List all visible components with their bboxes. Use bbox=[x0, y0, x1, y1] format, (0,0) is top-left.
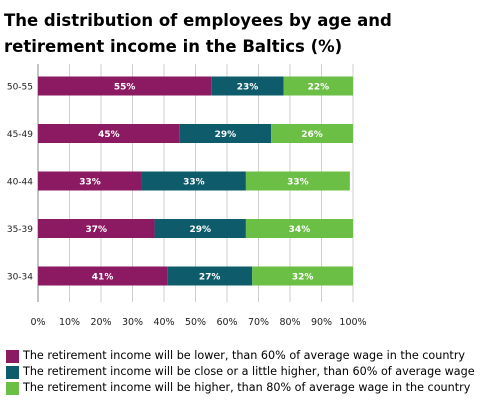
legend-label-lower: The retirement income will be lower, tha… bbox=[23, 349, 466, 362]
data-label: 33% bbox=[79, 178, 101, 188]
legend-swatch-higher bbox=[6, 381, 19, 395]
bar-segment-lower bbox=[38, 171, 142, 191]
legend-swatch-close bbox=[6, 365, 19, 379]
data-label: 33% bbox=[183, 178, 205, 188]
data-label: 34% bbox=[289, 225, 311, 235]
bar-segment-higher bbox=[245, 219, 353, 238]
legend: The retirement income will be lower, tha… bbox=[6, 348, 476, 396]
bar-segment-higher bbox=[252, 266, 353, 286]
stacked-bar-chart: 0% 10% 20% 30% 40% 50% 60% 70% 80% 90% 100% 50-55 55… bbox=[7, 64, 367, 328]
legend-item-close: The retirement income will be close or a… bbox=[6, 364, 476, 380]
legend-label-close: The retirement income will be close or a… bbox=[23, 365, 475, 378]
legend-item-higher: The retirement income will be higher, th… bbox=[6, 380, 476, 396]
data-label: 27% bbox=[199, 273, 221, 283]
x-tick-label: 40% bbox=[153, 317, 174, 328]
x-tick-label: 30% bbox=[122, 317, 143, 328]
data-label: 32% bbox=[292, 273, 314, 283]
x-tick-label: 70% bbox=[248, 317, 269, 328]
category-label: 35-39 bbox=[7, 225, 33, 235]
bar-segment-higher bbox=[271, 124, 353, 143]
bar-segment-close bbox=[154, 219, 246, 238]
bar-segment-close bbox=[141, 171, 246, 191]
chart-title: The distribution of employees by age and… bbox=[4, 11, 392, 56]
bar-segment-close bbox=[179, 124, 272, 143]
data-label: 23% bbox=[237, 83, 259, 93]
data-label: 45% bbox=[98, 130, 120, 140]
data-label: 37% bbox=[86, 225, 108, 235]
data-label: 26% bbox=[301, 130, 323, 140]
bar-segment-lower bbox=[38, 124, 180, 143]
x-tick-label: 10% bbox=[59, 317, 80, 328]
data-label: 22% bbox=[308, 83, 330, 93]
x-tick-label: 60% bbox=[216, 317, 237, 328]
data-label: 29% bbox=[189, 225, 211, 235]
bar-segment-higher bbox=[245, 171, 350, 191]
category-label: 50-55 bbox=[7, 83, 33, 93]
data-label: 41% bbox=[92, 273, 114, 283]
x-tick-label: 20% bbox=[90, 317, 111, 328]
x-tick-label: 0% bbox=[30, 317, 45, 328]
legend-label-higher: The retirement income will be higher, th… bbox=[23, 381, 471, 394]
legend-item-lower: The retirement income will be lower, tha… bbox=[6, 348, 476, 364]
bar-segment-higher bbox=[283, 76, 353, 96]
bar-segment-lower bbox=[38, 219, 155, 238]
bar-segment-lower bbox=[38, 76, 212, 96]
category-label: 40-44 bbox=[7, 178, 33, 188]
x-tick-label: 50% bbox=[185, 317, 206, 328]
bar-segment-close bbox=[211, 76, 284, 96]
data-label: 33% bbox=[287, 178, 309, 188]
bar-segment-lower bbox=[38, 266, 168, 286]
data-label: 55% bbox=[114, 83, 136, 93]
category-label: 45-49 bbox=[7, 130, 33, 140]
x-tick-label: 100% bbox=[339, 317, 366, 328]
x-tick-label: 90% bbox=[311, 317, 332, 328]
x-tick-label: 80% bbox=[279, 317, 300, 328]
data-label: 29% bbox=[215, 130, 237, 140]
category-label: 30-34 bbox=[7, 273, 33, 283]
bar-segment-close bbox=[167, 266, 253, 286]
legend-swatch-lower bbox=[6, 349, 19, 363]
